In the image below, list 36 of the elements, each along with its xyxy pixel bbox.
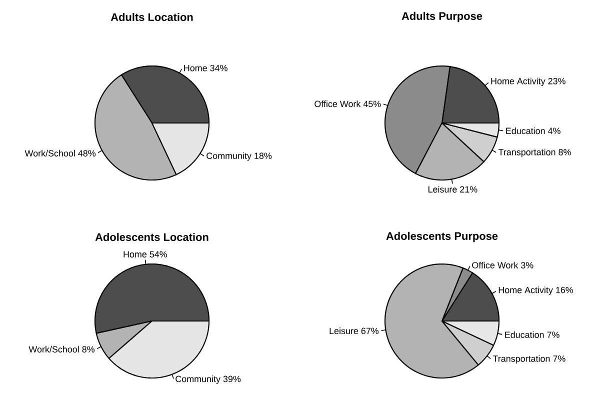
chart-title: Adults Purpose [402,12,482,22]
slice-label: Home Activity [491,78,546,86]
chart-title: Adolescents Purpose [386,232,498,242]
data-label: 48% [78,150,96,156]
slice-label: Office Work [472,262,518,268]
data-label: 3% [521,262,534,268]
slice-label: Leisure [428,186,457,193]
slice-label: Education [506,127,545,134]
data-label: 34% [210,64,228,72]
slice-label: Home [184,64,207,72]
slice-label: Home [124,251,147,258]
slice-label: Education [505,331,544,338]
chart-title: Adolescents Location [95,232,208,242]
data-label: 16% [556,286,574,294]
slice-label: Leisure [330,328,358,334]
slice-label: Transportation [498,148,556,158]
data-label: 45% [363,100,381,108]
slice-label: Community [206,152,252,161]
data-label: 7% [553,356,566,362]
data-label: 67% [361,328,379,334]
chart-title: Adults Location [110,12,193,22]
slice-label: Community [176,376,220,384]
data-label: 21% [460,186,478,193]
data-label: 54% [150,251,168,258]
data-label: 39% [223,376,241,382]
data-label: 4% [548,128,560,134]
slice-label: Transportation [492,355,550,364]
data-label: 7% [547,332,560,338]
slice-label: Office Work [314,100,361,108]
slice-label: Work/School [24,150,75,156]
data-label: 18% [254,152,272,160]
slice-label: Work/School [28,346,79,352]
data-label: 23% [548,78,566,84]
data-label: 8% [558,148,571,156]
slice-label: Home Activity [498,286,553,295]
data-label: 8% [82,346,94,352]
